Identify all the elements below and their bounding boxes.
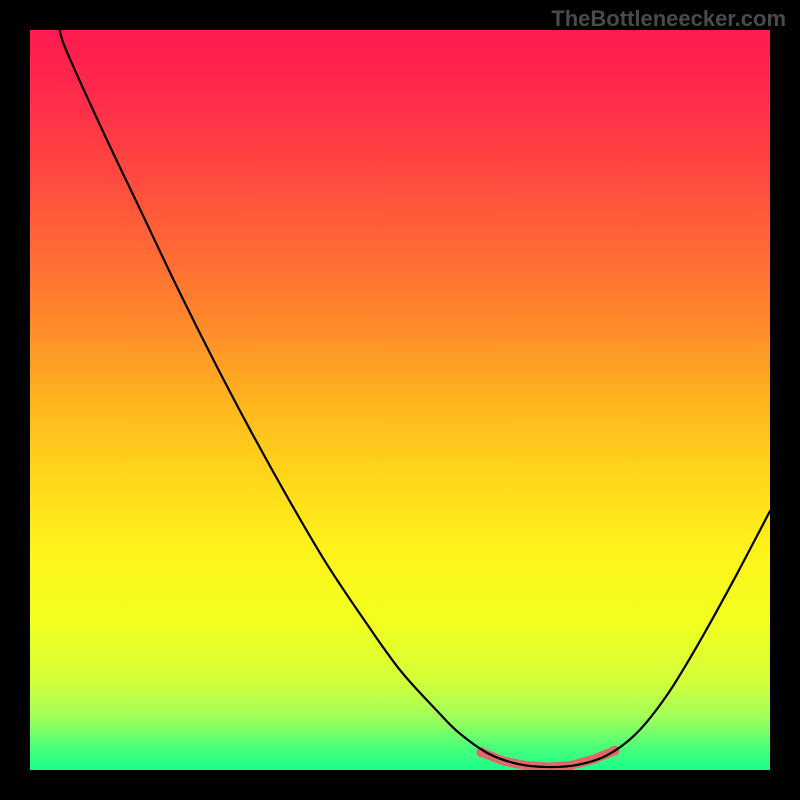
bottleneck-chart — [30, 30, 770, 770]
chart-background — [30, 30, 770, 770]
chart-svg — [30, 30, 770, 770]
watermark-text: TheBottleneecker.com — [551, 6, 786, 32]
